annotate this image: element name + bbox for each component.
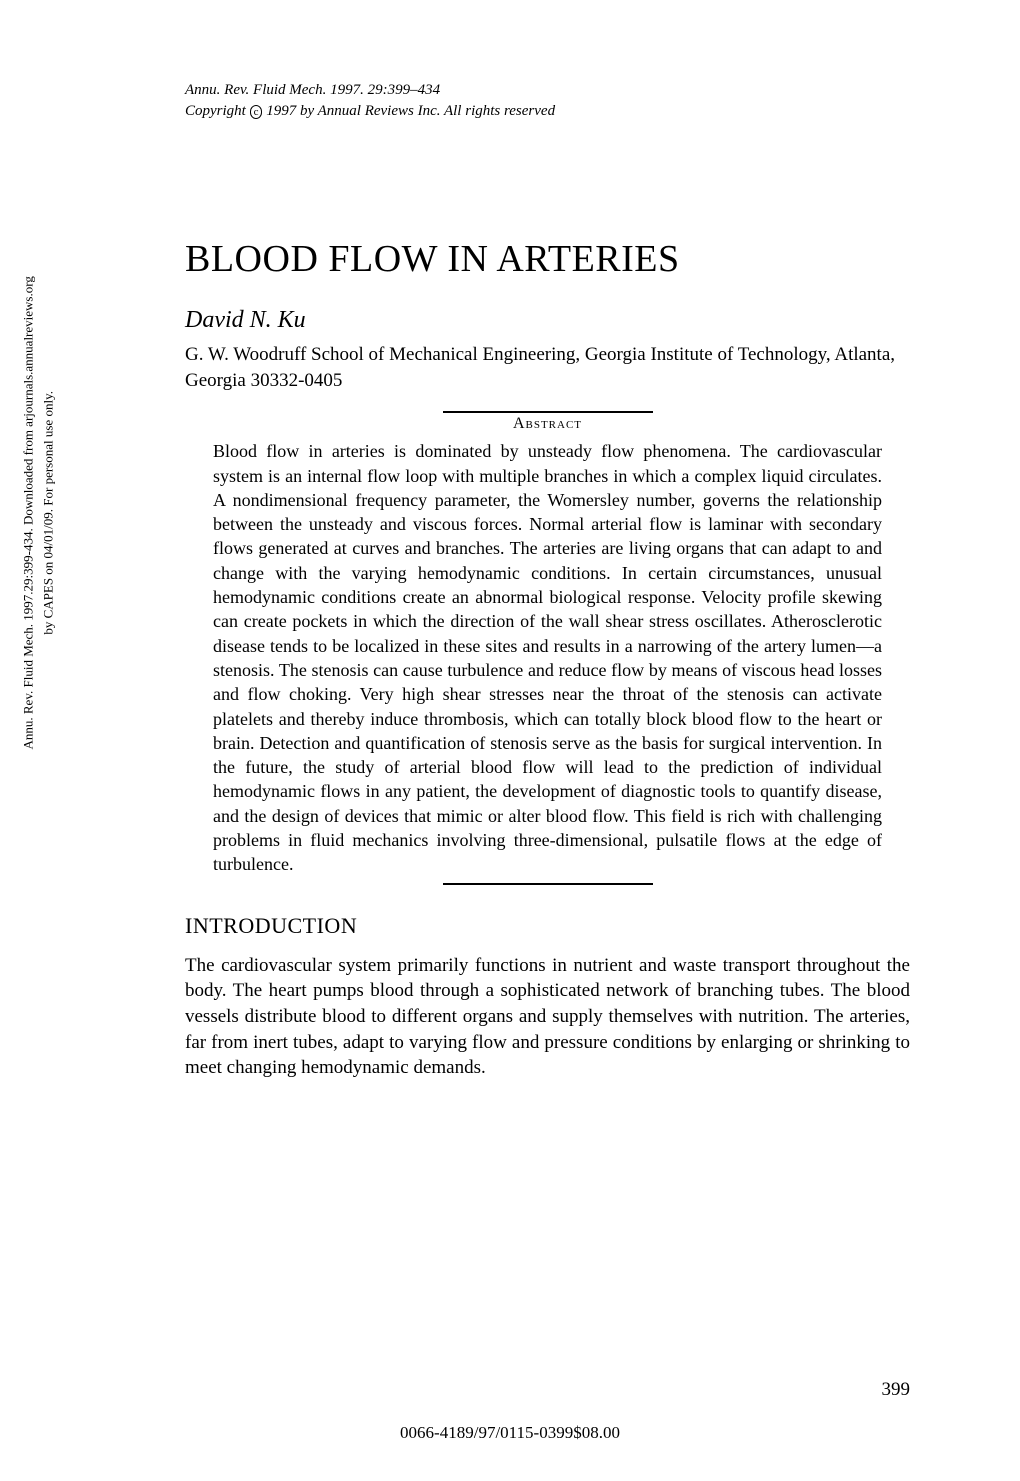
page-container: Annu. Rev. Fluid Mech. 1997. 29:399–434 … <box>0 0 1020 1481</box>
introduction-body: The cardiovascular system primarily func… <box>185 953 910 1081</box>
divider-top <box>443 411 653 413</box>
author-name: David N. Ku <box>185 307 910 334</box>
abstract-heading: Abstract <box>185 415 910 433</box>
copyright-icon: c <box>250 105 263 119</box>
journal-info: Annu. Rev. Fluid Mech. 1997. 29:399–434 … <box>185 80 910 122</box>
journal-citation: Annu. Rev. Fluid Mech. 1997. 29:399–434 <box>185 82 440 98</box>
copyright-prefix: Copyright <box>185 103 250 119</box>
author-affiliation: G. W. Woodruff School of Mechanical Engi… <box>185 342 910 393</box>
abstract-body: Blood flow in arteries is dominated by u… <box>185 439 910 876</box>
copyright-suffix: 1997 by Annual Reviews Inc. All rights r… <box>262 103 555 119</box>
footer-identifier: 0066-4189/97/0115-0399$08.00 <box>400 1423 620 1443</box>
article-title: BLOOD FLOW IN ARTERIES <box>185 237 910 281</box>
introduction-heading: INTRODUCTION <box>185 913 910 939</box>
divider-bottom <box>443 883 653 885</box>
page-number: 399 <box>882 1379 911 1401</box>
